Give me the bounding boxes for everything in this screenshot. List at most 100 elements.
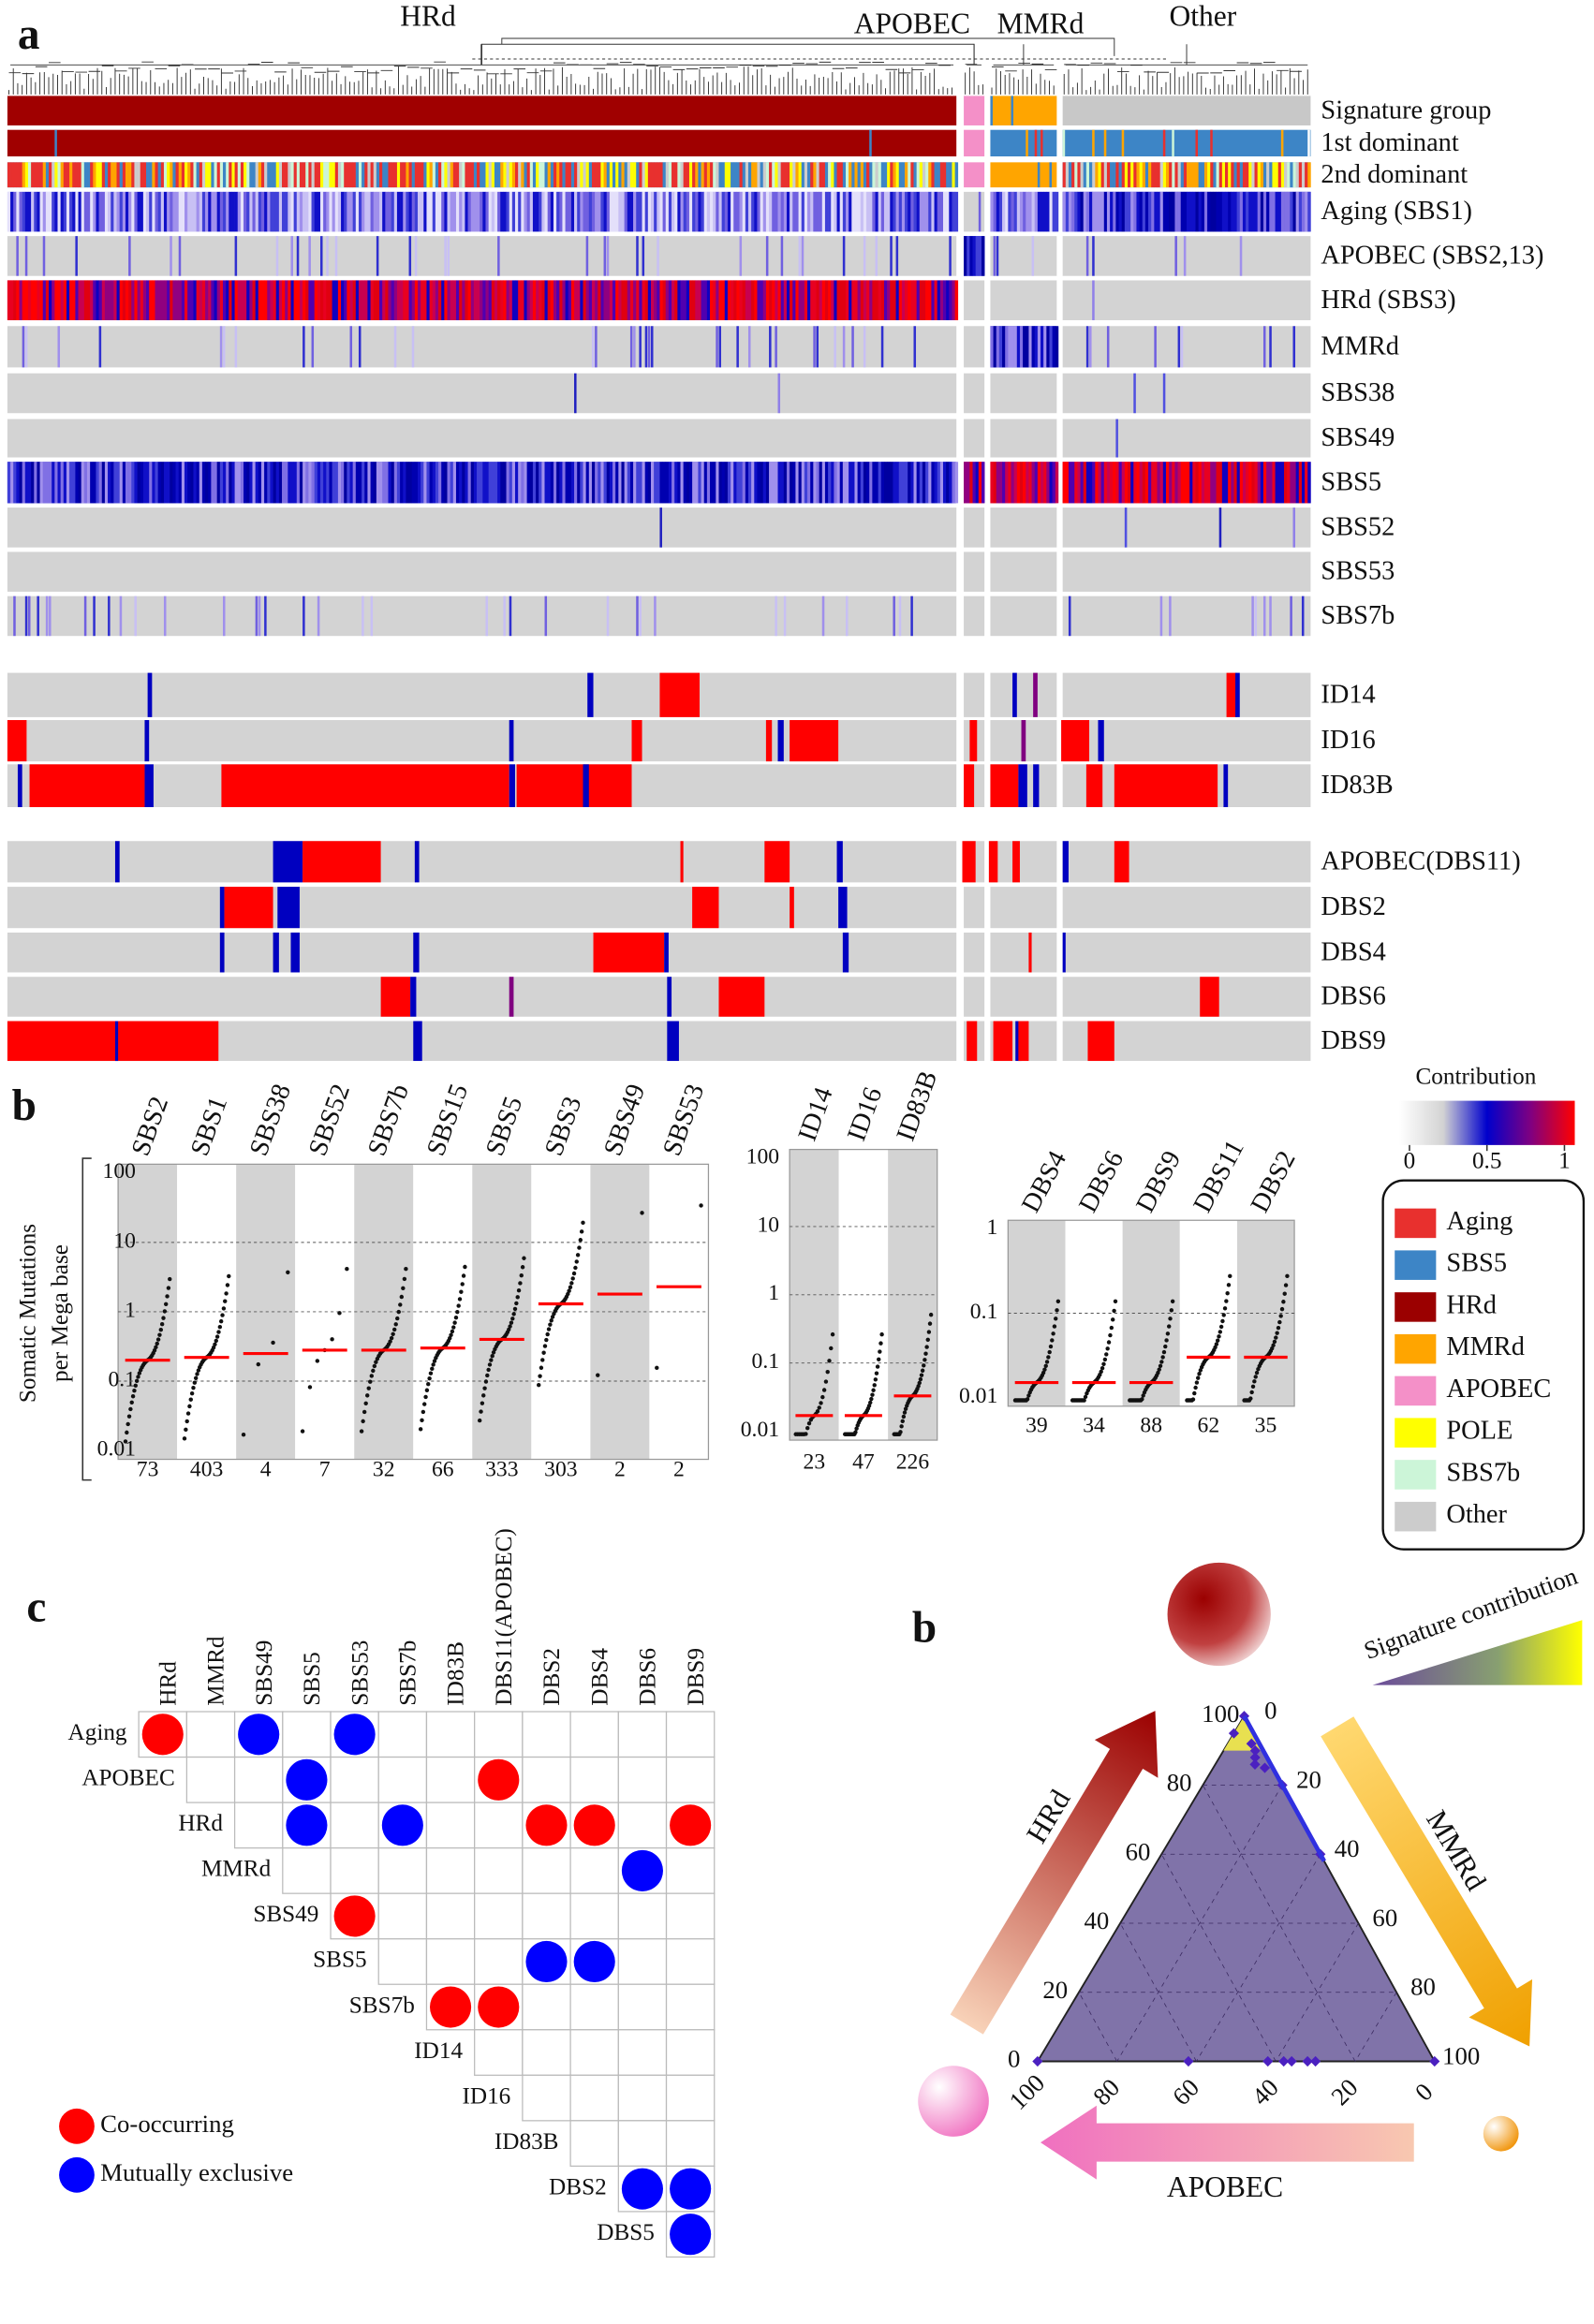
apobec-arrow: [1041, 2105, 1414, 2180]
row-label: MMRd: [1321, 331, 1399, 360]
dot-sketch: [575, 1253, 581, 1258]
heatmap-cell-block: [7, 507, 957, 548]
dot-sketch: [540, 1358, 545, 1362]
heatmap-stripe: [665, 280, 670, 320]
heatmap-stripe: [337, 280, 342, 320]
heatmap-stripe: [155, 462, 158, 504]
heatmap-stripe: [598, 280, 601, 320]
heatmap-stripe: [216, 462, 221, 504]
heatmap-stripe: [1133, 462, 1137, 504]
heatmap-stripe: [1080, 162, 1085, 188]
heatmap-stripe: [414, 162, 419, 188]
relation-dot: [478, 1986, 520, 2028]
heatmap-stripe: [152, 462, 155, 504]
heatmap-stripe: [1103, 191, 1108, 232]
heatmap-stripe: [928, 191, 932, 232]
heatmap-stripe: [285, 462, 288, 504]
dot-sketch: [216, 1330, 221, 1334]
heatmap-stripe: [760, 191, 764, 232]
heatmap-stripe: [122, 162, 126, 188]
row-label: SBS5: [1321, 467, 1381, 496]
heatmap-stripe: [473, 280, 478, 320]
legend-label: APOBEC: [1446, 1375, 1551, 1404]
heatmap-stripe: [13, 596, 16, 637]
heatmap-stripe: [739, 191, 744, 232]
heatmap-stripe: [231, 191, 235, 232]
heatmap-stripe: [494, 162, 498, 188]
matrix-cell: [665, 1892, 716, 1940]
heatmap-stripe: [1272, 191, 1276, 232]
colorbar-tick-label: 1: [1558, 1149, 1571, 1174]
heatmap-stripe: [606, 162, 611, 188]
heatmap-stripe: [314, 462, 318, 504]
heatmap-stripe: [184, 162, 188, 188]
matrix-cell: [522, 1983, 571, 2031]
dot-sketch: [399, 1294, 405, 1300]
matrix-cell: [474, 2029, 524, 2076]
heatmap-stripe: [219, 932, 225, 973]
heatmap-stripe: [211, 162, 214, 188]
matrix-cell: [474, 1938, 524, 1985]
heatmap-stripe: [96, 462, 99, 504]
arrow-shape: [1321, 1716, 1533, 2047]
heatmap-stripe: [379, 162, 383, 188]
dot-sketch: [1194, 1380, 1200, 1385]
heatmap-stripe: [1254, 462, 1258, 504]
heatmap-stripe: [290, 236, 293, 276]
heatmap-stripe: [1216, 462, 1220, 504]
heatmap-stripe: [863, 326, 866, 368]
heatmap-stripe: [526, 280, 531, 320]
legend-label: Other: [1446, 1500, 1507, 1529]
heatmap-stripe: [842, 162, 847, 188]
heatmap-stripe: [226, 280, 229, 320]
dot-sketch: [926, 1330, 932, 1334]
heatmap-stripe: [615, 162, 619, 188]
heatmap-stripe: [692, 191, 696, 232]
heatmap-stripe: [334, 162, 339, 188]
heatmap-stripe: [1174, 462, 1178, 504]
count-label: 23: [804, 1450, 826, 1475]
heatmap-stripe: [222, 162, 227, 188]
heatmap-stripe: [860, 462, 864, 504]
heatmap-stripe: [134, 280, 138, 320]
heatmap-cell-block: [1062, 887, 1311, 929]
heatmap-stripe: [1162, 373, 1166, 414]
heatmap-stripe: [895, 462, 900, 504]
apobec-tick-label: 60: [1167, 2073, 1204, 2111]
heatmap-stripe: [128, 236, 131, 276]
heatmap-stripe: [887, 191, 891, 232]
heatmap-stripe: [565, 191, 569, 232]
heatmap-stripe: [913, 462, 917, 504]
heatmap-stripe: [45, 462, 50, 504]
heatmap-stripe: [296, 462, 301, 504]
heatmap-stripe: [264, 462, 268, 504]
heatmap-stripe: [311, 191, 316, 232]
heatmap-stripe: [916, 162, 921, 188]
heatmap-stripe: [382, 191, 386, 232]
heatmap-stripe: [1083, 191, 1087, 232]
heatmap-stripe: [695, 191, 699, 232]
heatmap-stripe: [426, 280, 430, 320]
heatmap-stripe: [1228, 191, 1232, 232]
heatmap-stripe: [237, 162, 242, 188]
count-label: 66: [432, 1458, 454, 1482]
heatmap-stripe: [928, 162, 932, 188]
count-label: 62: [1198, 1413, 1220, 1437]
heatmap-stripe: [834, 280, 837, 320]
heatmap-stripe: [184, 462, 188, 504]
heatmap-stripe: [57, 326, 61, 368]
heatmap-stripe: [647, 280, 652, 320]
heatmap-stripe: [849, 162, 852, 188]
heatmap-stripe: [83, 191, 88, 232]
heatmap-stripe: [362, 462, 365, 504]
heatmap-stripe: [1016, 462, 1021, 504]
heatmap-stripe: [111, 280, 114, 320]
heatmap-stripe: [547, 462, 552, 504]
heatmap-stripe: [713, 191, 716, 232]
mmrd-tick-label: 100: [1442, 2041, 1480, 2069]
heatmap-stripe: [659, 162, 663, 188]
heatmap-stripe: [639, 596, 642, 637]
heatmap-stripe: [591, 162, 596, 188]
heatmap-stripe: [494, 280, 498, 320]
heatmap-stripe: [521, 280, 524, 320]
